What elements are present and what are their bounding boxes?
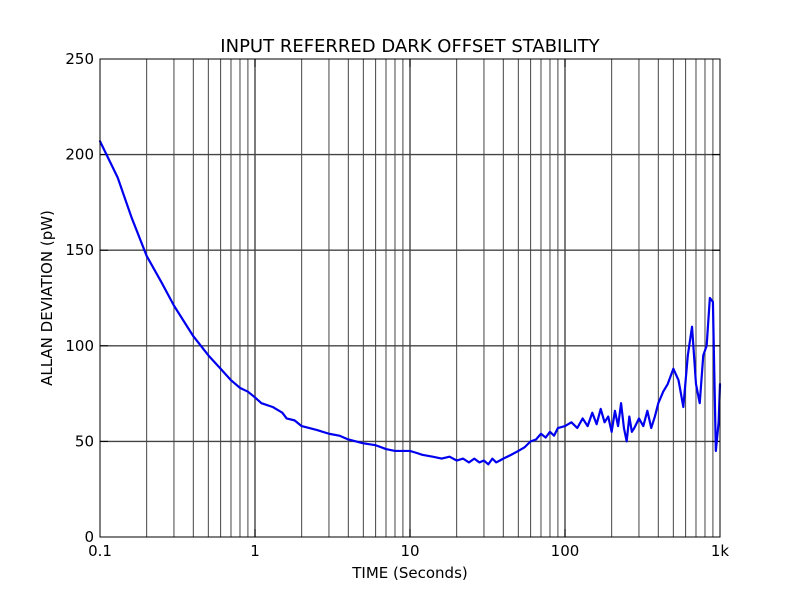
chart-title: INPUT REFERRED DARK OFFSET STABILITY [220, 36, 600, 57]
y-tick-label: 50 [75, 432, 94, 450]
y-tick-label: 0 [84, 528, 94, 546]
x-tick-label: 1k [711, 542, 730, 560]
grid-lines [100, 59, 720, 537]
y-tick-label: 150 [65, 241, 94, 259]
y-tick-label: 200 [65, 146, 94, 164]
y-tick-label: 100 [65, 337, 94, 355]
plot-frame [99, 58, 721, 538]
allan-deviation-line [98, 140, 722, 466]
series-group [98, 140, 722, 466]
x-axis-title: TIME (Seconds) [351, 564, 468, 582]
x-tick-label: 1 [250, 542, 260, 560]
x-tick-label: 0.1 [88, 542, 112, 560]
x-tick-label: 100 [551, 542, 580, 560]
tick-labels: 0.1 1 10 100 1k 0 50 100 150 200 250 [65, 50, 729, 560]
y-axis-title: ALLAN DEVIATION (pW) [38, 210, 56, 386]
y-tick-label: 250 [65, 50, 94, 68]
x-tick-label: 10 [400, 542, 419, 560]
